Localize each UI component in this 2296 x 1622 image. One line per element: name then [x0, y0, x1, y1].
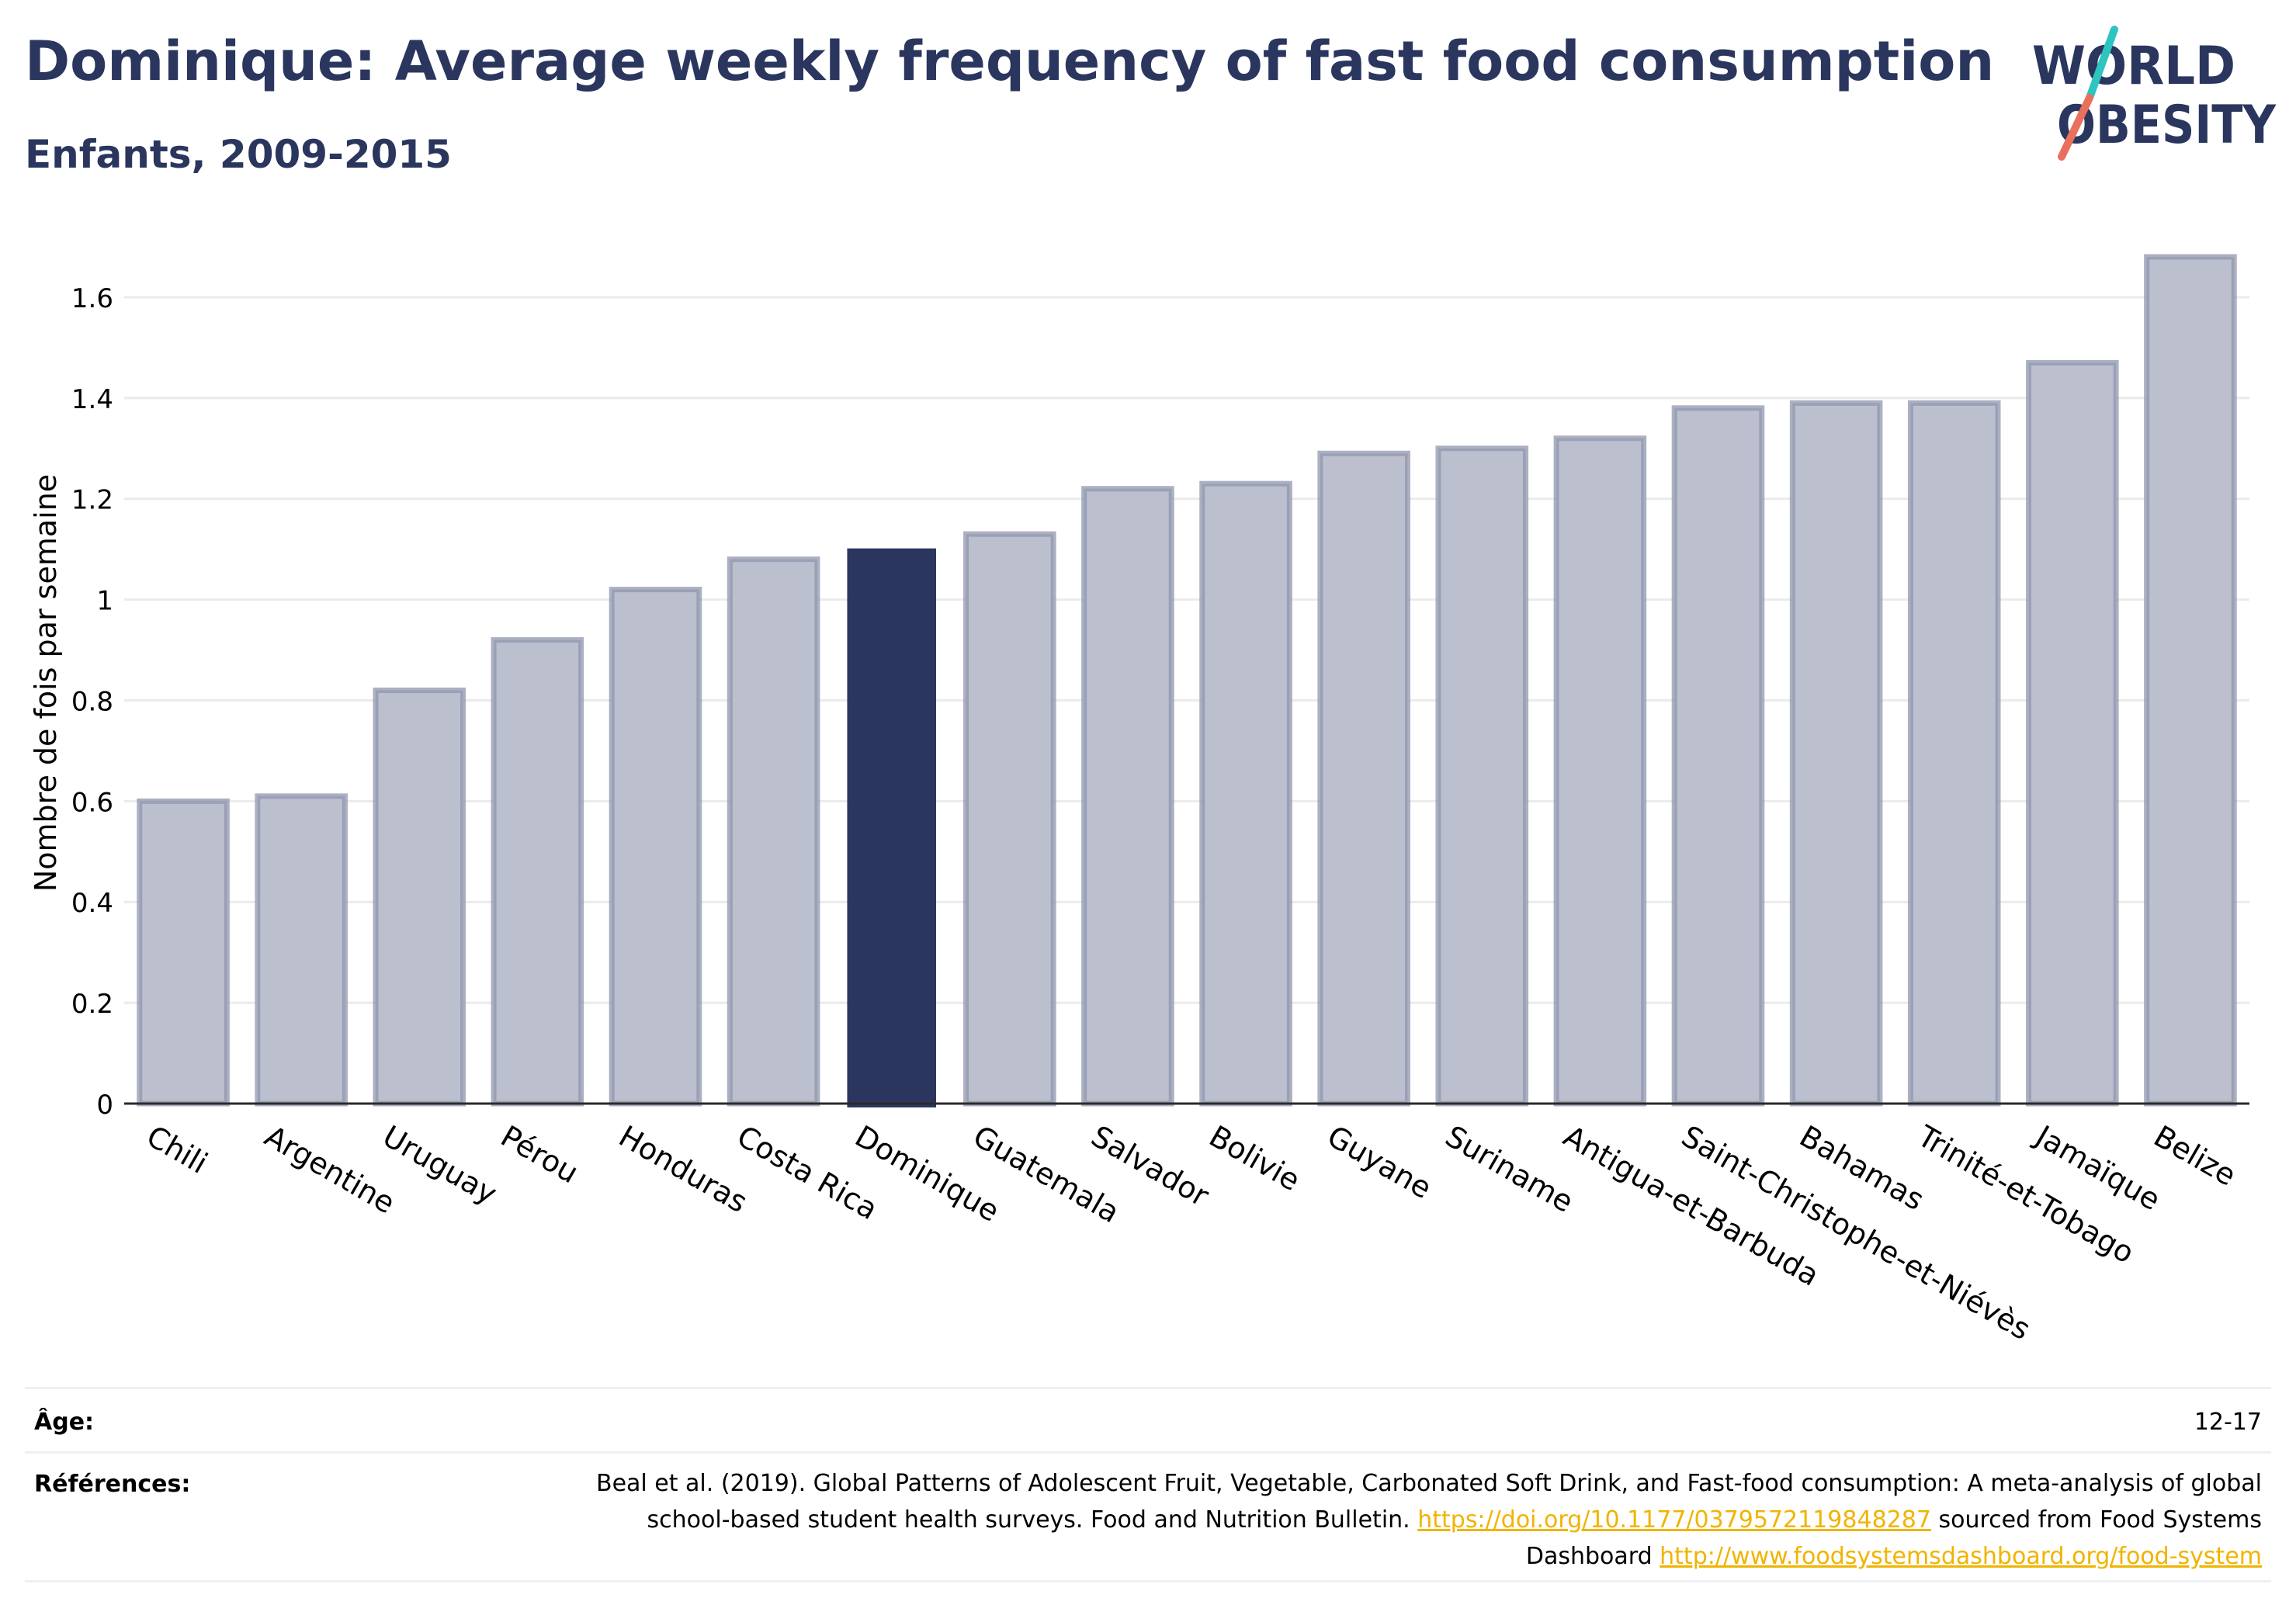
logo-slash-coral-icon: [2058, 94, 2093, 161]
x-tick-label: Belize: [2148, 1119, 2242, 1193]
y-tick-label: 1: [96, 586, 113, 617]
bar-saint-christophe-et-ni-v-s[interactable]: [1671, 405, 1765, 1107]
y-tick-label: 0.2: [71, 989, 113, 1020]
x-tick-label: Suriname: [1440, 1119, 1580, 1219]
doi-link[interactable]: https://doi.org/10.1177/0379572119848287: [1417, 1506, 1931, 1534]
divider-top: [25, 1387, 2271, 1389]
chart-title: Dominique: Average weekly frequency of f…: [25, 29, 1995, 93]
logo-line-obesity: OBESITY: [2057, 95, 2277, 156]
bar-p-rou[interactable]: [491, 637, 584, 1107]
references-source: sourced from Food Systems Dashboard: [1525, 1506, 2262, 1570]
y-tick-label: 0.4: [71, 888, 113, 919]
y-tick-labels: 0 0.2 0.4 0.6 0.8 1 1.2 1.4 1.6: [71, 283, 113, 1121]
bar-bahamas[interactable]: [1789, 400, 1883, 1107]
y-tick-label: 1.6: [71, 283, 113, 314]
bar-honduras[interactable]: [609, 587, 702, 1107]
references-label: Références:: [34, 1471, 191, 1498]
x-tick-label: Bolivie: [1204, 1119, 1306, 1198]
bar-chili[interactable]: [137, 798, 230, 1107]
bars: [137, 254, 2237, 1107]
x-tick-label: Argentine: [259, 1119, 401, 1221]
y-tick-label: 0.8: [71, 686, 113, 717]
x-tick-label: Trinité-et-Tobago: [1911, 1118, 2140, 1270]
bar-bolivie[interactable]: [1199, 480, 1292, 1107]
y-tick-label: 0.6: [71, 787, 113, 818]
bar-jama-que[interactable]: [2026, 359, 2119, 1107]
age-value: 12-17: [2194, 1409, 2262, 1436]
y-tick-label: 1.4: [71, 384, 113, 415]
references-citation: Beal et al. (2019). Global Patterns of A…: [595, 1470, 2262, 1534]
bar-trinit-et-tobago[interactable]: [1907, 400, 2001, 1107]
divider-middle: [25, 1451, 2271, 1454]
bar-costa-rica[interactable]: [727, 556, 820, 1107]
bar-suriname[interactable]: [1435, 445, 1529, 1107]
divider-bottom: [25, 1580, 2271, 1582]
references-text: Beal et al. (2019). Global Patterns of A…: [554, 1465, 2262, 1575]
x-tick-label: Pérou: [495, 1119, 584, 1191]
bar-dominique[interactable]: [847, 548, 937, 1107]
bar-uruguay[interactable]: [373, 687, 466, 1107]
bar-salvador[interactable]: [1081, 486, 1174, 1107]
world-obesity-logo: WORLD OBESITY: [2032, 26, 2277, 161]
chart-subtitle: Enfants, 2009-2015: [25, 132, 452, 177]
y-tick-label: 0: [96, 1090, 113, 1121]
logo-slash-teal-icon: [2086, 26, 2118, 102]
bar-guyane[interactable]: [1317, 450, 1410, 1107]
bar-argentine[interactable]: [255, 793, 348, 1107]
grid-lines: [124, 296, 2249, 1004]
x-tick-label: Chili: [141, 1119, 213, 1180]
x-tick-label: Guyane: [1322, 1119, 1438, 1205]
y-axis-label: Nombre de fois par semaine: [29, 474, 63, 892]
x-tick-label: Honduras: [613, 1119, 753, 1220]
food-systems-link[interactable]: http://www.foodsystemsdashboard.org/food…: [1660, 1543, 2262, 1570]
age-label: Âge:: [34, 1409, 95, 1436]
logo-line-world: WORLD: [2032, 36, 2235, 97]
bar-guatemala[interactable]: [963, 531, 1056, 1107]
bar-antigua-et-barbuda[interactable]: [1553, 435, 1647, 1107]
y-tick-label: 1.2: [71, 485, 113, 516]
bar-belize[interactable]: [2144, 254, 2237, 1107]
bar-chart: 00.20.40.60.811.21.41.6 Chili ArgentineUr…: [29, 254, 2249, 1346]
